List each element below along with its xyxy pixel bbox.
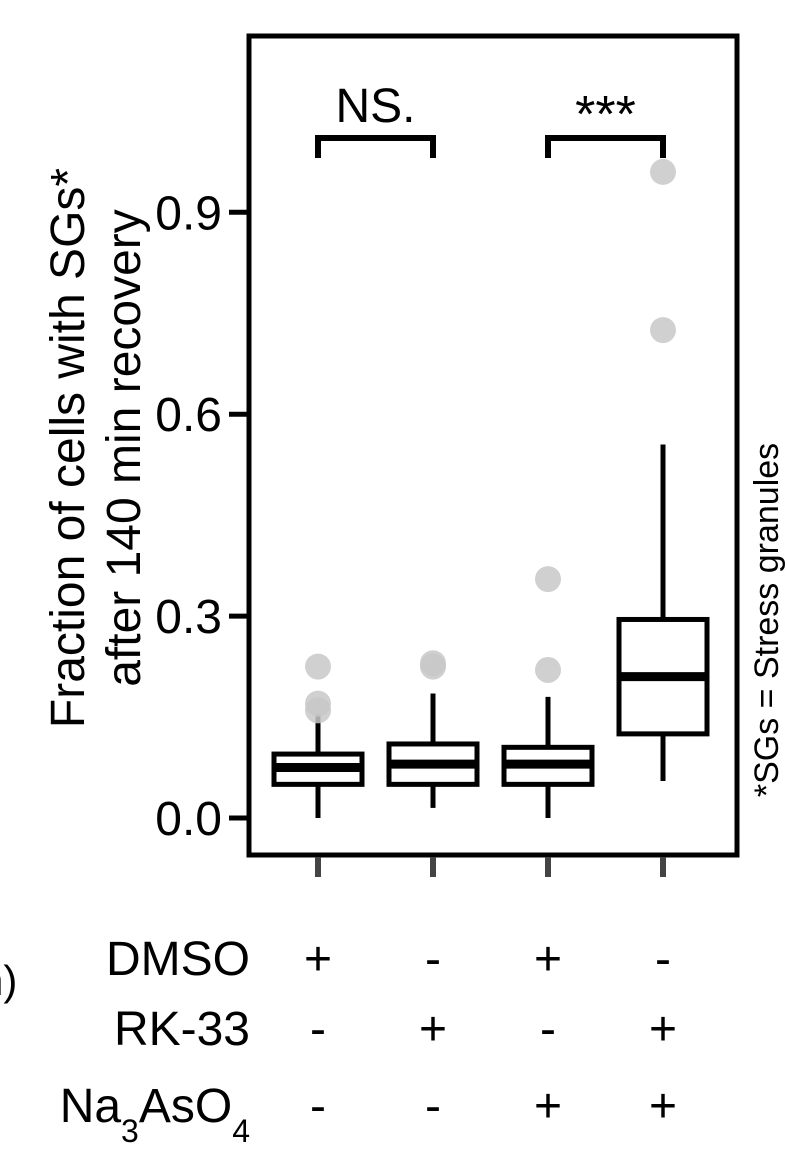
condition-label-part-3: 4 <box>232 1113 250 1149</box>
bracket-0 <box>315 135 436 158</box>
y-tick-label-2: 0.6 <box>155 389 222 442</box>
side-note: *SGs = Stress granules <box>748 443 786 797</box>
outlier-2-0 <box>535 656 561 683</box>
y-tick-label-0: 0.0 <box>155 793 222 846</box>
condition-mark-2-2: + <box>534 1080 562 1133</box>
condition-label-0: DMSO <box>106 933 250 986</box>
outlier-0-1 <box>305 690 331 717</box>
y-axis: 0.0 0.3 0.6 0.9 <box>155 187 249 846</box>
bracket-label-1: *** <box>575 86 636 144</box>
condition-label-part-1: 3 <box>121 1113 139 1149</box>
bracket-label-0: NS. <box>335 80 415 133</box>
condition-label-part-2: AsO <box>139 1080 232 1133</box>
outlier-3-1 <box>650 158 676 185</box>
condition-mark-2-0: - <box>310 1080 326 1133</box>
outlier-2-1 <box>535 566 561 593</box>
condition-label-part-0: Na <box>60 1080 122 1133</box>
x-axis-ticks <box>315 857 666 877</box>
condition-mark-1-1: + <box>419 1003 447 1056</box>
condition-mark-0-1: - <box>425 933 441 986</box>
condition-mark-1-2: - <box>540 1003 556 1056</box>
bracket-1 <box>545 135 666 158</box>
condition-mark-1-3: + <box>649 1003 677 1056</box>
box-group-3 <box>616 158 710 781</box>
box-group-1 <box>386 650 480 808</box>
condition-mark-0-3: - <box>655 933 671 986</box>
condition-mark-2-3: + <box>649 1080 677 1133</box>
condition-table: DMSO + - + - RK-33 - + - + Na3AsO4 - - + + <box>60 933 677 1149</box>
box-group-2 <box>501 566 595 818</box>
condition-label-2: Na3AsO4 <box>60 1080 250 1149</box>
y-tick-label-1: 0.3 <box>155 591 222 644</box>
condition-mark-0-0: + <box>304 933 332 986</box>
condition-mark-0-2: + <box>534 933 562 986</box>
y-axis-label-line1: Fraction of cells with SGs* <box>42 168 95 728</box>
significance-brackets: NS. *** <box>315 80 666 158</box>
boxes-layer <box>271 158 710 818</box>
y-axis-label-line2: after 140 min recovery <box>98 209 151 687</box>
outlier-0-2 <box>305 653 331 680</box>
outlier-3-0 <box>650 317 676 344</box>
condition-label-1: RK-33 <box>114 1003 250 1056</box>
plot-panel <box>246 33 740 858</box>
outlier-1-1 <box>420 650 446 677</box>
box-group-0 <box>271 653 365 818</box>
condition-mark-2-1: - <box>425 1080 441 1133</box>
y-tick-label-3: 0.9 <box>155 187 222 240</box>
condition-mark-1-0: - <box>310 1003 326 1056</box>
clipped-label: n) <box>0 957 17 1004</box>
